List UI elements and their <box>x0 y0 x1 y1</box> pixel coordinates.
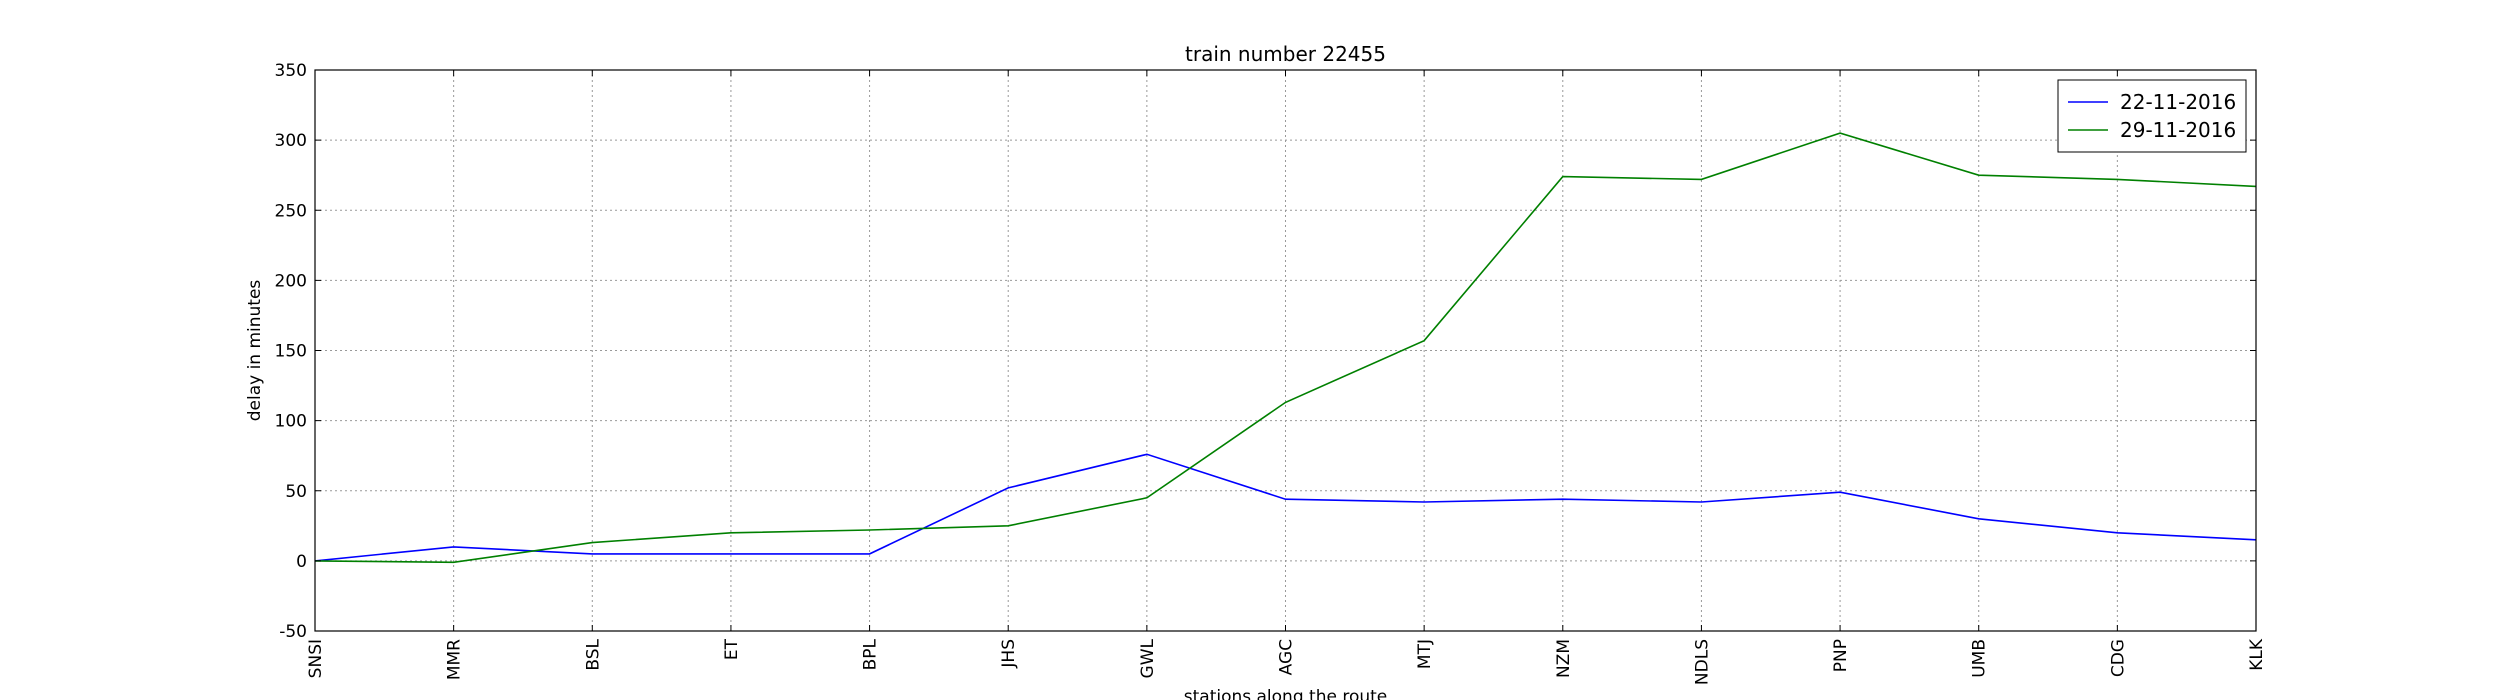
series-line <box>314 132 2257 564</box>
chart-title: train number 22455 <box>1185 42 1386 66</box>
y-axis: -50 0 50 100 150 200 250 300 350 <box>275 61 2256 642</box>
y-tick-label: 100 <box>275 412 307 432</box>
x-tick-label: PNP <box>1831 639 1851 672</box>
x-tick-label: AGC <box>1277 639 1297 675</box>
x-tick-label: NDLS <box>1692 639 1712 685</box>
y-tick-label: 150 <box>275 342 307 362</box>
x-tick-label: CDG <box>2108 639 2128 677</box>
y-tick-label: 250 <box>275 201 307 221</box>
legend-label: 29-11-2016 <box>2120 118 2236 142</box>
legend: 22-11-2016 29-11-2016 <box>2057 79 2247 153</box>
x-tick-label: SNSI <box>306 639 326 678</box>
y-axis-label: delay in minutes <box>245 280 265 422</box>
series-line <box>314 453 2257 562</box>
y-tick-label: 350 <box>275 61 307 81</box>
x-tick-label: UMB <box>1970 639 1990 678</box>
x-tick-label: ET <box>722 638 742 660</box>
x-axis: SNSI MMR BSL ET BPL JHS GWL AGC MTJ NZM NDLS PNP UMB… <box>306 70 2267 685</box>
x-axis-label: stations along the route <box>1184 687 1388 700</box>
y-tick-label: 0 <box>296 552 307 572</box>
y-tick-label: -50 <box>279 622 307 642</box>
legend-box <box>2057 79 2247 153</box>
x-tick-label: JHS <box>999 639 1019 669</box>
legend-label: 22-11-2016 <box>2120 90 2236 114</box>
grid-lines <box>314 69 2257 632</box>
x-tick-label: BSL <box>583 638 603 670</box>
x-tick-label: BPL <box>861 638 881 670</box>
x-tick-label: GWL <box>1138 638 1158 678</box>
y-tick-label: 50 <box>285 482 307 502</box>
x-tick-label: MTJ <box>1415 639 1435 669</box>
x-tick-label: NZM <box>1554 639 1574 678</box>
y-tick-label: 300 <box>275 131 307 151</box>
series-lines <box>314 132 2257 564</box>
x-tick-label: MMR <box>445 639 465 680</box>
y-tick-label: 200 <box>275 271 307 291</box>
x-tick-label: KLK <box>2247 638 2267 671</box>
